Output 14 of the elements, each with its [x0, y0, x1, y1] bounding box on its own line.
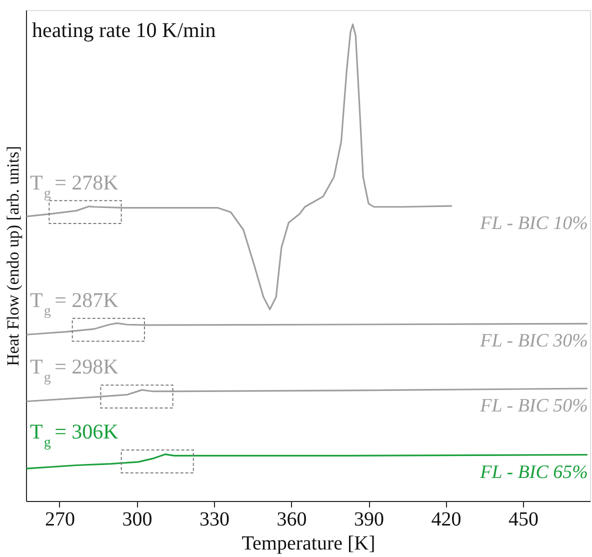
x-tick-label: 420: [431, 508, 462, 530]
x-tick-label: 330: [200, 508, 230, 530]
annotation: heating rate 10 K/min: [32, 18, 216, 42]
x-axis-title: Temperature [K]: [242, 532, 376, 554]
x-tick-label: 300: [122, 508, 152, 530]
x-tick-label: 360: [276, 508, 307, 530]
series-label: FL - BIC 65%: [479, 462, 588, 483]
x-tick-label: 450: [508, 508, 539, 530]
x-tick-label: 390: [354, 508, 384, 530]
series-label: FL - BIC 30%: [479, 330, 588, 352]
x-tick-label: 270: [44, 508, 75, 530]
series-label: FL - BIC 10%: [479, 212, 588, 234]
series-label: FL - BIC 50%: [479, 396, 588, 416]
y-axis-title: Heat Flow (endo up) [arb. units]: [4, 146, 22, 366]
